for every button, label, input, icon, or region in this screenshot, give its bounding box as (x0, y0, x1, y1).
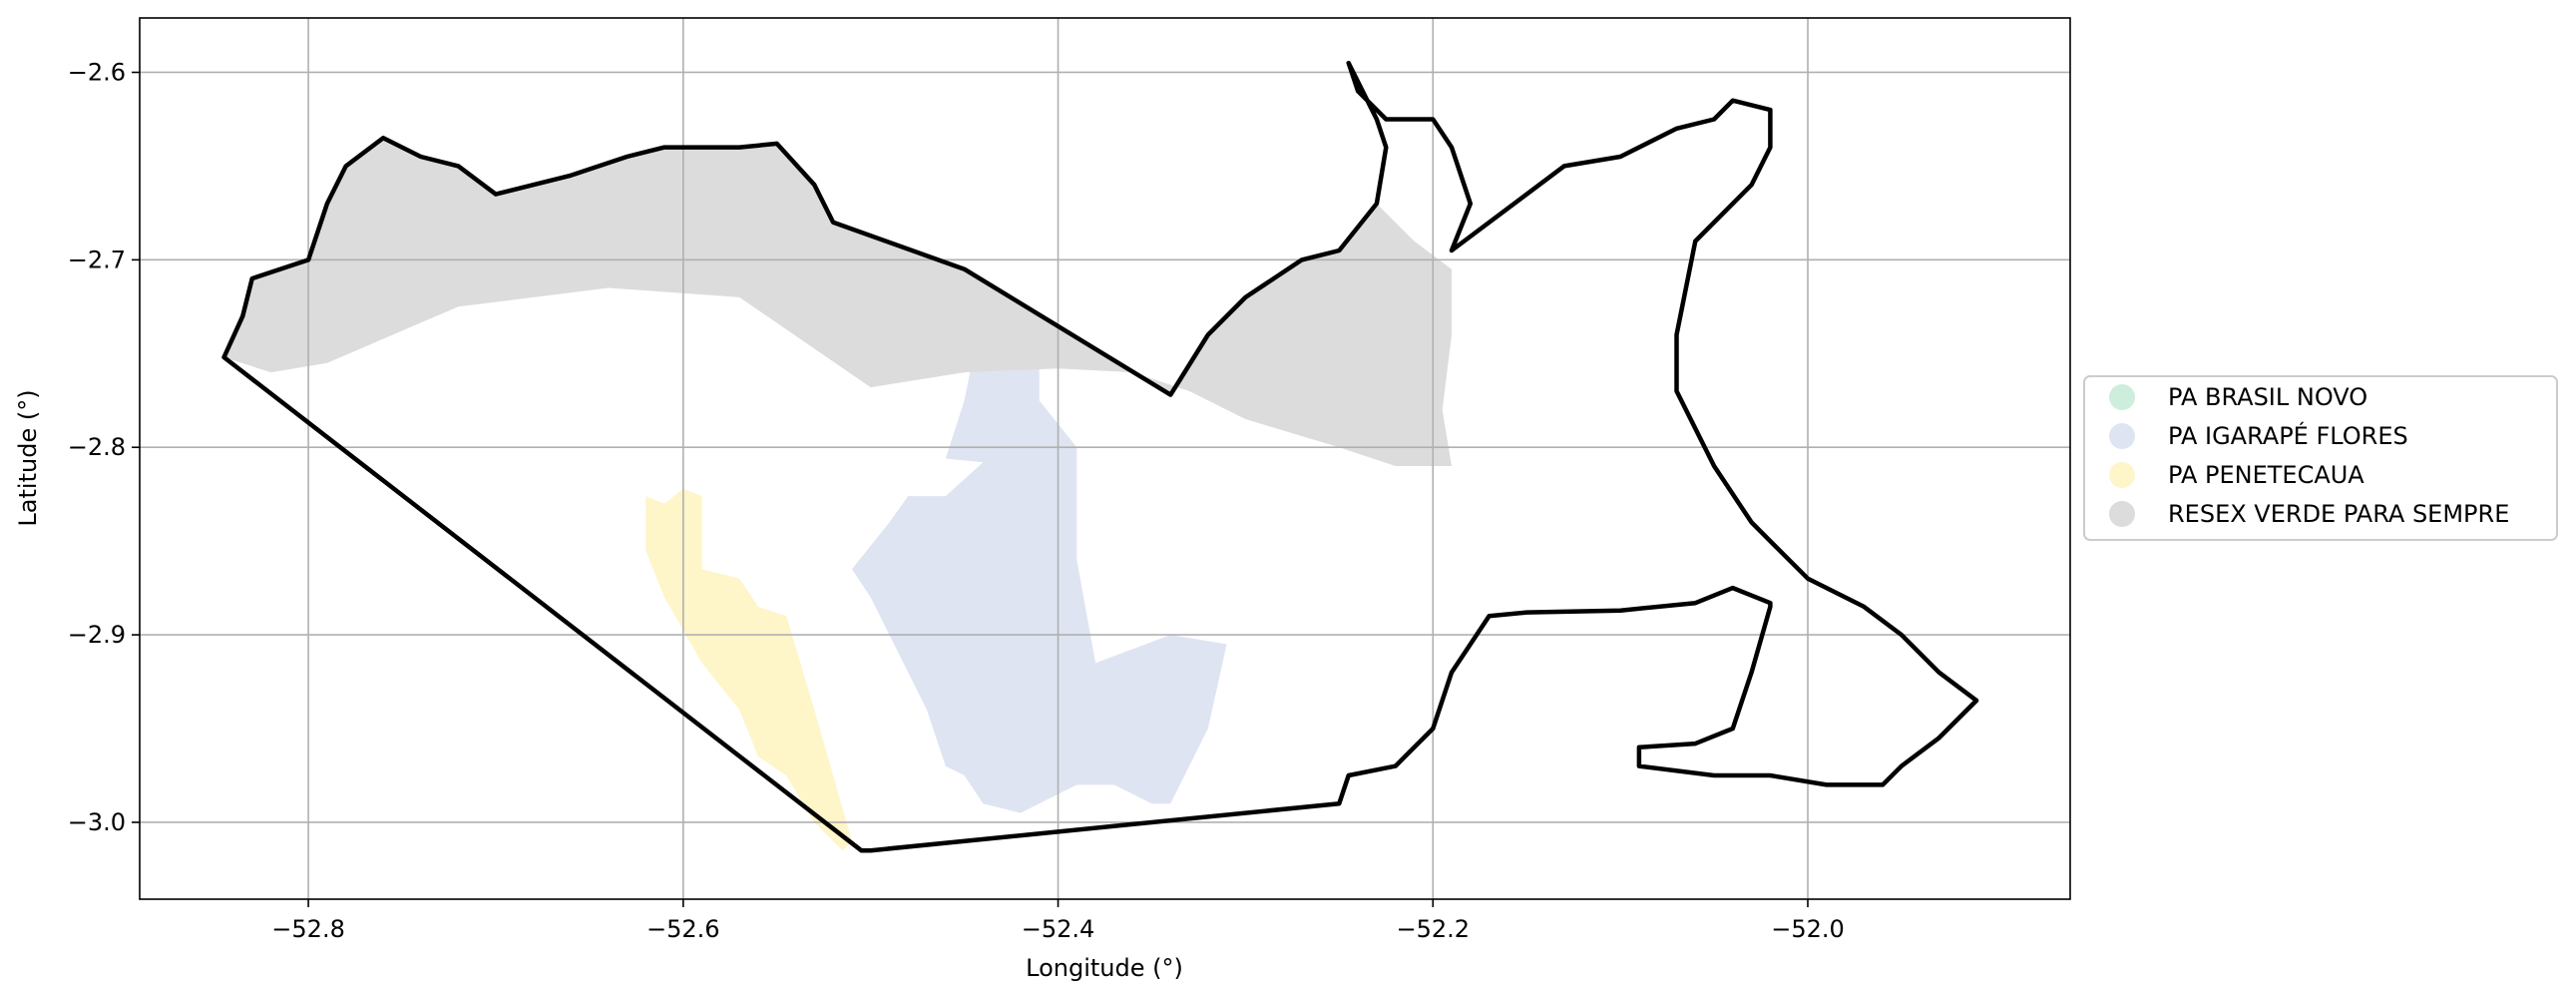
x-axis-label: Longitude (°) (1026, 954, 1183, 982)
y-tick-label-4: −3.0 (68, 808, 126, 836)
x-tick-label-1: −52.6 (646, 915, 720, 943)
x-tick-label-2: −52.4 (1022, 915, 1095, 943)
y-tick-label-0: −2.6 (68, 58, 126, 86)
legend-label-1: PA IGARAPÉ FLORES (2168, 421, 2408, 450)
y-tick-label-1: −2.7 (68, 246, 126, 273)
y-tick-label-3: −2.9 (68, 621, 126, 649)
legend-label-3: RESEX VERDE PARA SEMPRE (2168, 500, 2509, 528)
legend-label-2: PA PENETECAUA (2168, 461, 2364, 489)
legend-marker-3 (2109, 501, 2135, 527)
legend-marker-0 (2109, 384, 2135, 410)
legend-label-0: PA BRASIL NOVO (2168, 383, 2367, 411)
legend-marker-2 (2109, 462, 2135, 488)
legend-marker-1 (2109, 423, 2135, 449)
legend: PA BRASIL NOVO PA IGARAPÉ FLORES PA PENETE… (2084, 376, 2557, 540)
y-axis-label: Latitude (°) (14, 389, 42, 526)
x-tick-label-3: −52.2 (1396, 915, 1470, 943)
x-tick-label-0: −52.8 (271, 915, 345, 943)
x-tick-label-4: −52.0 (1771, 915, 1845, 943)
y-tick-label-2: −2.8 (68, 433, 126, 461)
plot-area (140, 18, 2070, 899)
